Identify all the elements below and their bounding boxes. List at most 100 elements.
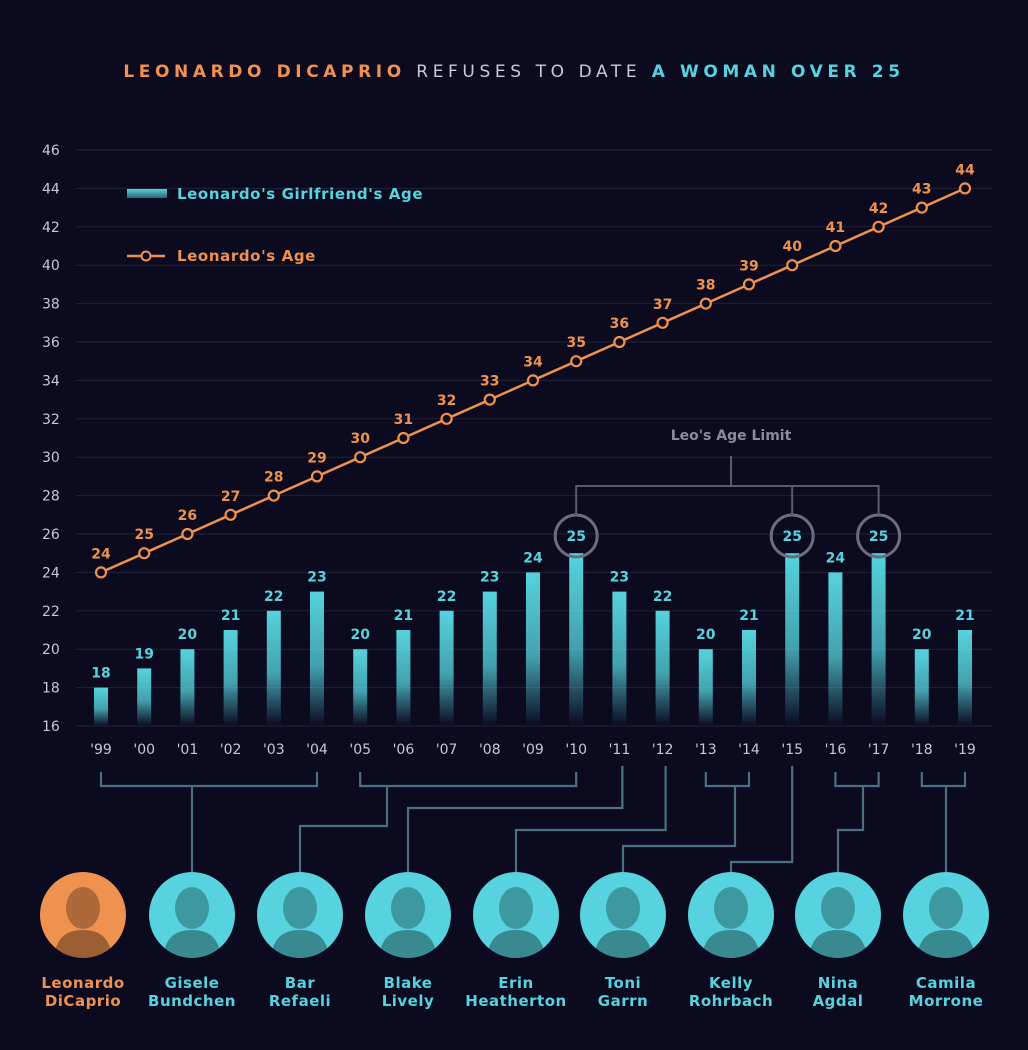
legend-line-label: Leonardo's Age bbox=[177, 247, 316, 265]
leonardo-age-point bbox=[656, 316, 669, 329]
bar-17 bbox=[871, 553, 886, 726]
leonardo-age-label: 34 bbox=[523, 354, 543, 370]
leonardo-age-point bbox=[786, 259, 799, 272]
bar-01 bbox=[180, 649, 195, 726]
x-tick-label: '18 bbox=[911, 742, 933, 758]
leonardo-age-point bbox=[958, 182, 972, 195]
leonardo-age-label: 25 bbox=[134, 527, 153, 543]
bar-value-label: 21 bbox=[221, 608, 240, 624]
leonardo-age-label: 29 bbox=[307, 450, 326, 466]
bar-value-label: 24 bbox=[826, 550, 846, 566]
leonardo-age-point bbox=[699, 297, 712, 310]
connector-bar bbox=[298, 772, 578, 872]
leonardo-age-point bbox=[570, 355, 583, 368]
bar-value-label: 20 bbox=[178, 627, 198, 643]
x-tick-label: '00 bbox=[133, 742, 155, 758]
leonardo-age-label: 40 bbox=[782, 239, 802, 255]
x-tick-label: '07 bbox=[436, 742, 458, 758]
bar-05 bbox=[353, 649, 368, 726]
bar-value-label: 24 bbox=[523, 550, 543, 566]
y-tick-label: 46 bbox=[42, 143, 60, 159]
leonardo-age-label: 37 bbox=[653, 297, 672, 313]
leonardo-age-label: 38 bbox=[696, 278, 715, 294]
leonardo-age-label: 28 bbox=[264, 470, 283, 486]
y-tick-label: 28 bbox=[42, 489, 60, 505]
x-tick-label: '10 bbox=[565, 742, 587, 758]
x-tick-label: '08 bbox=[479, 742, 501, 758]
bar-value-label: 21 bbox=[394, 608, 413, 624]
bar-18 bbox=[914, 649, 929, 726]
y-tick-label: 34 bbox=[42, 373, 60, 389]
bar-value-label: 23 bbox=[610, 570, 629, 586]
x-tick-label: '16 bbox=[825, 742, 847, 758]
title-part-age: A WOMAN OVER 25 bbox=[651, 62, 905, 82]
connector-gisele bbox=[99, 772, 319, 872]
connector-erin bbox=[514, 766, 667, 872]
connector-kelly bbox=[729, 766, 794, 872]
leonardo-age-point bbox=[224, 508, 237, 521]
leonardo-age-label: 27 bbox=[221, 489, 240, 505]
y-tick-label: 26 bbox=[42, 527, 60, 543]
x-tick-label: '02 bbox=[220, 742, 242, 758]
leonardo-age-point bbox=[94, 566, 108, 579]
x-tick-label: '15 bbox=[781, 742, 803, 758]
x-tick-label: '17 bbox=[868, 742, 890, 758]
y-tick-label: 40 bbox=[42, 258, 60, 274]
leonardo-age-point bbox=[915, 201, 928, 214]
bar-13 bbox=[698, 649, 713, 726]
legend-bar-label: Leonardo's Girlfriend's Age bbox=[177, 185, 423, 203]
y-tick-label: 38 bbox=[42, 297, 60, 313]
chart-title: LEONARDO DICAPRIO REFUSES TO DATE A WOMA… bbox=[0, 62, 1028, 82]
leonardo-age-point bbox=[613, 335, 626, 349]
leonardo-age-label: 31 bbox=[394, 412, 413, 428]
legend-line-marker bbox=[140, 250, 152, 262]
bar-value-label: 21 bbox=[739, 608, 758, 624]
y-tick-label: 20 bbox=[42, 642, 60, 658]
bar-07 bbox=[439, 610, 454, 726]
x-tick-label: '14 bbox=[738, 742, 760, 758]
leonardo-age-label: 39 bbox=[739, 258, 758, 274]
y-tick-label: 32 bbox=[42, 412, 60, 428]
bar-03 bbox=[266, 610, 281, 726]
legend-bar-swatch bbox=[127, 189, 167, 198]
bar-value-label: 20 bbox=[350, 627, 370, 643]
y-tick-label: 30 bbox=[42, 450, 60, 466]
y-tick-label: 24 bbox=[42, 565, 60, 581]
leonardo-age-point bbox=[829, 239, 842, 253]
bar-12 bbox=[655, 610, 670, 726]
leonardo-age-label: 42 bbox=[869, 201, 888, 217]
bar-11 bbox=[612, 591, 627, 726]
x-tick-label: '19 bbox=[954, 742, 976, 758]
y-tick-label: 36 bbox=[42, 335, 60, 351]
leonardo-age-point bbox=[742, 278, 756, 291]
x-tick-label: '09 bbox=[522, 742, 544, 758]
bar-value-label: 25 bbox=[782, 529, 801, 545]
connector-toni bbox=[621, 772, 751, 872]
x-tick-label: '04 bbox=[306, 742, 328, 758]
x-tick-label: '05 bbox=[349, 742, 371, 758]
bar-08 bbox=[482, 591, 497, 726]
x-tick-label: '03 bbox=[263, 742, 285, 758]
x-tick-label: '12 bbox=[652, 742, 674, 758]
age-limit-annotation: Leo's Age Limit bbox=[671, 428, 792, 444]
leonardo-age-point bbox=[397, 431, 410, 445]
leonardo-age-point bbox=[483, 393, 496, 406]
leonardo-age-point bbox=[526, 374, 540, 387]
bar-04 bbox=[310, 591, 324, 726]
bar-16 bbox=[828, 572, 843, 726]
bar-10 bbox=[569, 553, 584, 726]
x-tick-label: '11 bbox=[609, 742, 631, 758]
bar-value-label: 22 bbox=[653, 589, 672, 605]
leonardo-age-point bbox=[872, 220, 885, 233]
leonardo-age-point bbox=[310, 470, 324, 483]
y-tick-label: 42 bbox=[42, 220, 60, 236]
y-tick-label: 44 bbox=[42, 181, 60, 197]
bar-value-label: 19 bbox=[134, 646, 153, 662]
bar-value-label: 20 bbox=[912, 627, 932, 643]
bar-99 bbox=[94, 687, 108, 726]
leonardo-age-label: 24 bbox=[91, 546, 111, 562]
y-tick-label: 18 bbox=[42, 681, 60, 697]
x-tick-label: '13 bbox=[695, 742, 717, 758]
leonardo-age-label: 26 bbox=[178, 508, 197, 524]
x-tick-label: '99 bbox=[90, 742, 112, 758]
